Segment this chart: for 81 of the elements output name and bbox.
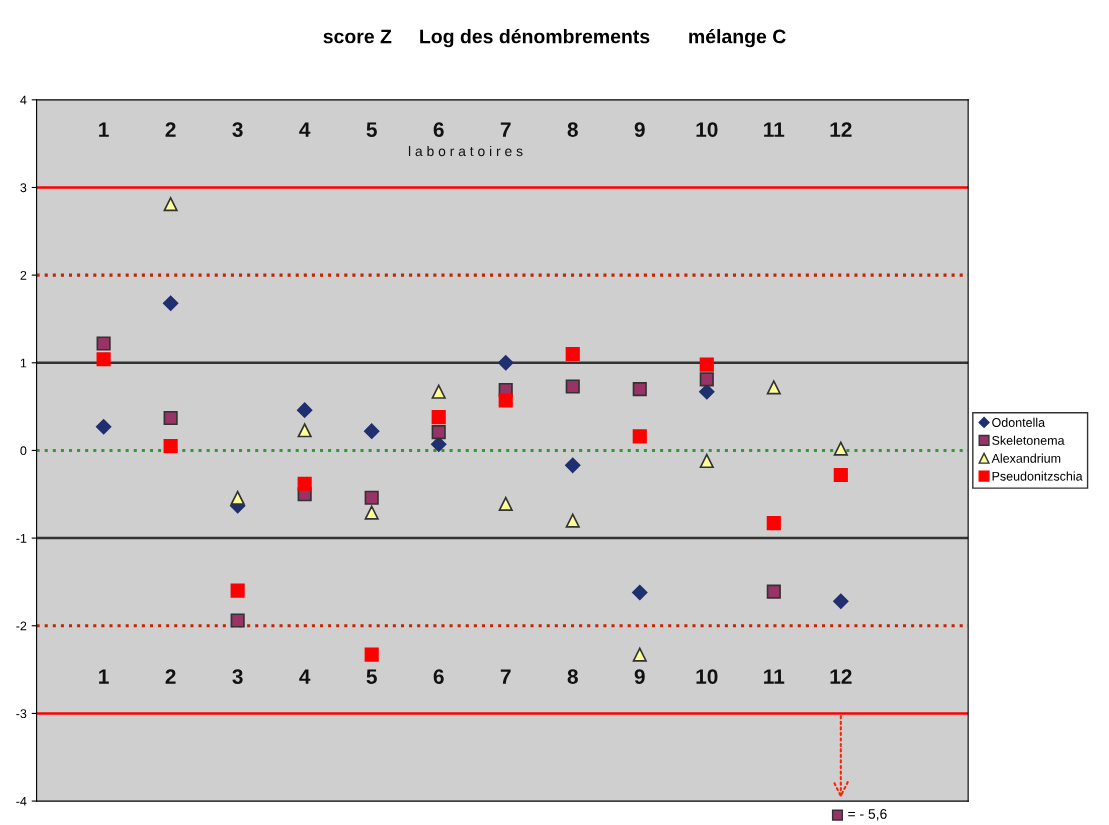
point [833, 593, 849, 609]
legend-label: Alexandrium [991, 453, 1061, 463]
point [699, 372, 714, 387]
point [95, 419, 112, 435]
category-label: 6 [433, 669, 444, 684]
y-tick-label: -1 [16, 534, 27, 543]
y-tick-label: 4 [20, 95, 27, 105]
point [833, 441, 848, 456]
point [565, 457, 581, 474]
x-tick-label: 9 [634, 122, 645, 137]
category-label: 4 [299, 669, 311, 684]
x-tick-label: 6 [433, 122, 444, 137]
category-label: 10 [696, 669, 718, 684]
annotation: = - 5,6 [848, 808, 887, 821]
point [364, 505, 379, 520]
point [565, 513, 580, 528]
x-tick-label: 4 [299, 122, 311, 137]
category-label: 3 [232, 669, 243, 684]
point [96, 336, 111, 351]
y-tick-label: 1 [20, 358, 27, 368]
x-tick-label: 8 [567, 122, 578, 137]
point [766, 516, 781, 531]
y-tick-label: 3 [20, 183, 27, 193]
point [364, 647, 379, 662]
x-axis-title: l a b o r a t o i r e s [408, 145, 523, 157]
x-tick-label: 7 [500, 122, 511, 137]
category-label: 1 [99, 669, 109, 684]
point [498, 496, 513, 512]
chart-title: score Z Log des dénombrements mélange C [323, 28, 786, 48]
category-label: 5 [366, 669, 377, 684]
point [230, 583, 245, 598]
point [565, 346, 580, 362]
point [833, 467, 848, 483]
x-tick-label: 12 [830, 122, 852, 137]
point [431, 424, 446, 440]
legend-label: Odontella [992, 417, 1046, 427]
legend-label: Skeletonema [992, 435, 1065, 445]
point [163, 197, 178, 212]
point [498, 355, 514, 371]
point [699, 384, 715, 400]
category-label: 9 [634, 669, 645, 684]
y-tick-label: -4 [16, 797, 27, 806]
y-tick-label: -3 [16, 709, 27, 719]
x-tick-label: 3 [232, 122, 243, 137]
point [96, 352, 111, 367]
point [296, 402, 313, 418]
point [431, 384, 446, 399]
point [162, 295, 179, 311]
point [766, 584, 781, 599]
x-tick-label: 5 [366, 122, 377, 137]
x-tick-label: 10 [696, 122, 718, 137]
point [297, 476, 312, 491]
x-tick-label: 2 [165, 122, 176, 137]
x-tick-label: 11 [764, 122, 785, 137]
point [230, 613, 245, 628]
point [163, 438, 178, 454]
y-tick-label: 0 [20, 446, 27, 456]
x-tick-label: 1 [99, 122, 109, 137]
category-label: 2 [165, 669, 176, 684]
point [699, 453, 714, 469]
point [163, 410, 178, 426]
point [699, 357, 714, 372]
point [632, 584, 648, 601]
category-label: 8 [567, 669, 578, 684]
point [364, 490, 379, 505]
legend-label: Pseudonitzschia [992, 471, 1083, 481]
y-tick-label: -2 [16, 621, 27, 631]
point [230, 490, 245, 505]
point [766, 380, 781, 395]
category-label: 12 [830, 669, 852, 684]
category-label: 7 [500, 669, 511, 684]
point [632, 647, 647, 662]
point [632, 429, 647, 444]
point [363, 423, 380, 439]
point [431, 410, 446, 425]
point [565, 379, 580, 394]
point [297, 423, 312, 438]
y-tick-label: 2 [20, 270, 27, 280]
point [632, 382, 647, 397]
point [498, 393, 513, 408]
category-label: 11 [764, 669, 785, 684]
